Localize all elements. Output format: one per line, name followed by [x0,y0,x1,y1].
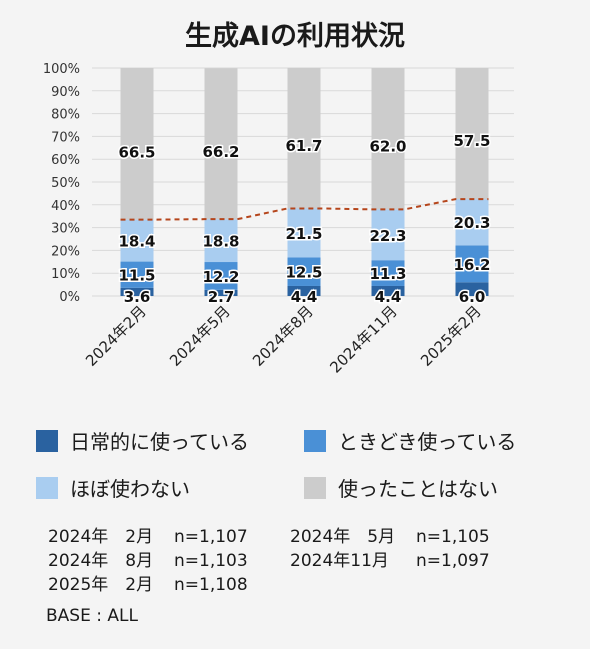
bar-segment [287,67,321,209]
data-label: 66.2 [202,143,239,161]
base-note: BASE : ALL [46,606,138,626]
data-label: 18.4 [118,233,155,251]
legend-label-never: 使ったことはない [338,477,498,501]
bar-segment [371,209,405,261]
bar-segment [371,285,405,296]
data-label: 11.5 [118,267,155,285]
data-label: 20.3 [453,214,490,232]
sample-n: n=1,103 [174,551,248,571]
legend-label-sometimes: ときどき使っている [338,430,517,454]
data-label: 2.7 [208,288,235,306]
sample-size-2024-02: 2024年 2月 n=1,107 [48,522,248,547]
data-label: 18.8 [202,233,239,251]
data-label: 12.2 [202,268,239,286]
bar-segment [371,68,405,210]
sample-period: 2024年 8月 [48,551,154,571]
y-tick-label: 30% [51,222,80,237]
bar-segment [204,262,238,290]
legend-label-rarely: ほぼ使わない [70,477,190,501]
y-tick-label: 20% [51,244,80,259]
stacked-bar-chart: 0% 10% 20% 30% 40% 50% 60% 70% 80% 90% 100% 2024年2月… [43,62,514,377]
sample-n: n=1,097 [416,551,490,571]
sample-size-2024-08: 2024年 8月 n=1,103 [48,546,248,571]
x-tick-label: 2024年5月 [166,302,234,370]
bar-segment [120,261,154,288]
y-tick-label: 60% [51,153,80,168]
bar-segment [455,282,489,296]
bar-segment [204,289,238,296]
data-label: 21.5 [285,225,322,243]
bar-segment [287,285,321,296]
y-tick-label: 70% [51,130,80,145]
x-tick-label: 2024年2月 [82,302,150,370]
bar-segment [455,68,489,200]
bar-segment [204,68,238,220]
data-label: 61.7 [285,137,322,155]
bar-segment [287,257,321,286]
legend-swatch-rarely [36,476,58,499]
data-label: 57.5 [453,132,490,150]
x-tick-label: 2024年11月 [326,302,400,376]
bar-segment [287,208,321,258]
legend-item-sometimes: ときどき使っている [304,426,516,455]
legend-swatch-daily [36,429,58,452]
data-label: 62.0 [369,138,406,156]
sample-period: 2024年11月 [290,551,389,571]
data-label: 3.6 [124,288,151,306]
bar-segment [204,219,238,263]
legend-swatch-sometimes [304,429,326,452]
data-label: 12.5 [285,264,322,282]
data-label: 16.2 [453,256,490,274]
sample-n: n=1,107 [174,527,248,547]
data-label: 11.3 [369,265,406,283]
y-tick-label: 10% [51,267,80,282]
x-tick-label: 2024年8月 [249,302,317,370]
legend-item-daily: 日常的に使っている [36,426,249,455]
data-label: 66.5 [118,143,155,161]
sample-period: 2024年 5月 [290,527,396,547]
legend-item-never: 使ったことはない [304,473,498,502]
bar-segment [371,260,405,286]
bar-segment [120,68,154,220]
data-label: 22.3 [369,227,406,245]
y-tick-label: 50% [51,176,80,191]
data-label: 4.4 [375,288,402,306]
sample-n: n=1,105 [416,527,490,547]
bar-segment [120,287,154,296]
bar-segment [120,219,154,262]
sample-size-2024-11: 2024年11月 n=1,097 [290,546,490,571]
sample-period: 2024年 2月 [48,527,154,547]
data-label: 4.4 [291,288,318,306]
legend-swatch-never [304,476,326,499]
y-tick-label: 90% [51,85,80,100]
bar-segment [455,245,489,283]
x-tick-label: 2025年2月 [417,302,485,370]
legend-label-daily: 日常的に使っている [70,430,249,454]
y-tick-label: 100% [43,62,80,77]
legend-item-rarely: ほぼ使わない [36,473,190,502]
chart-title: 生成AIの利用状況 [185,21,405,52]
sample-size-2025-02: 2025年 2月 n=1,108 [48,570,248,595]
sample-n: n=1,108 [174,575,248,595]
y-tick-label: 80% [51,108,80,123]
trend-line [120,198,489,221]
data-label: 6.0 [459,288,486,306]
sample-period: 2025年 2月 [48,575,154,595]
y-tick-label: 40% [51,199,80,214]
sample-size-2024-05: 2024年 5月 n=1,105 [290,522,490,547]
y-tick-label: 0% [59,290,80,305]
bar-segment [455,199,489,246]
